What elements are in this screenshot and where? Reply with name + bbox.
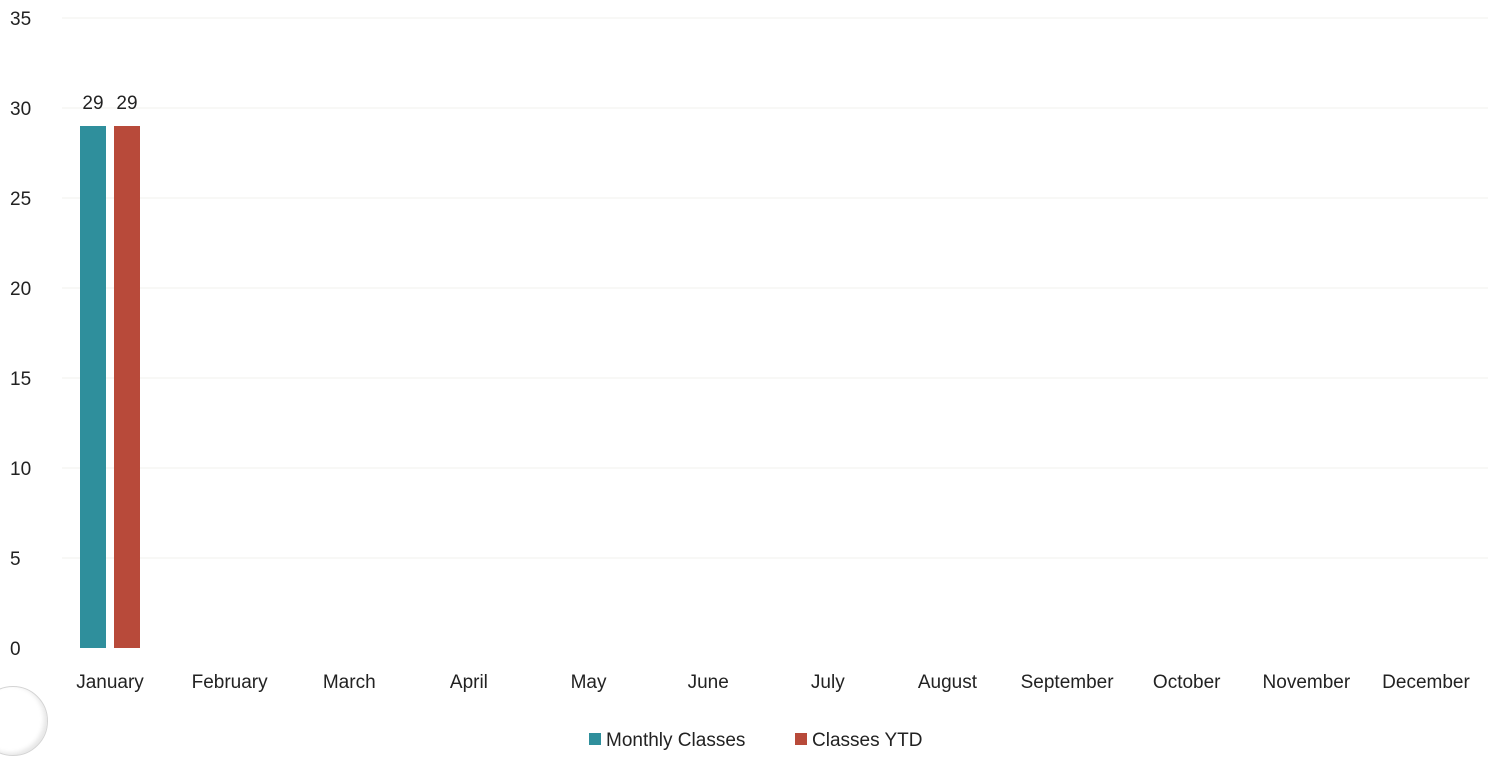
x-label-september: September <box>1021 672 1115 693</box>
x-label-july: July <box>811 672 845 693</box>
x-label-november: November <box>1263 672 1351 693</box>
y-tick-25: 25 <box>10 189 31 210</box>
gridlines <box>62 17 1488 559</box>
y-axis: 0 5 10 15 20 25 30 35 <box>10 9 31 660</box>
x-label-december: December <box>1382 672 1470 693</box>
data-label-monthly-january: 29 <box>82 93 103 114</box>
y-tick-20: 20 <box>10 279 31 300</box>
x-label-february: February <box>192 672 269 693</box>
x-label-june: June <box>688 672 729 693</box>
y-tick-35: 35 <box>10 9 31 30</box>
x-label-august: August <box>918 672 978 693</box>
x-label-may: May <box>571 672 607 693</box>
y-tick-30: 30 <box>10 99 31 120</box>
x-axis: January February March April May June Ju… <box>76 672 1470 693</box>
y-tick-5: 5 <box>10 549 21 570</box>
legend: Monthly Classes Classes YTD <box>589 730 923 751</box>
legend-label-monthly-classes: Monthly Classes <box>606 730 745 751</box>
legend-swatch-monthly-classes <box>589 733 601 745</box>
data-label-ytd-january: 29 <box>116 93 137 114</box>
x-label-march: March <box>323 672 376 693</box>
bar-monthly-classes-january <box>80 126 106 648</box>
y-tick-10: 10 <box>10 459 31 480</box>
legend-swatch-classes-ytd <box>795 733 807 745</box>
x-label-october: October <box>1153 672 1221 693</box>
x-label-april: April <box>450 672 488 693</box>
bar-classes-ytd-january <box>114 126 140 648</box>
bars <box>80 126 140 648</box>
data-labels: 29 29 <box>82 93 137 114</box>
legend-label-classes-ytd: Classes YTD <box>812 730 923 751</box>
x-label-january: January <box>76 672 144 693</box>
y-tick-15: 15 <box>10 369 31 390</box>
y-tick-0: 0 <box>10 639 21 660</box>
